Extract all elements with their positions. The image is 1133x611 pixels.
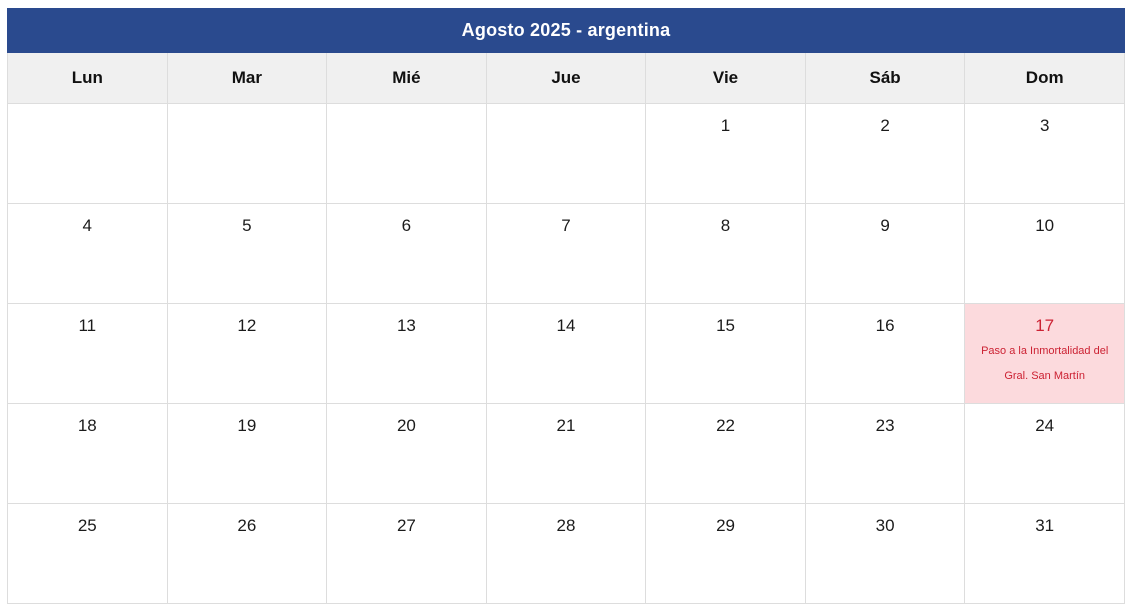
day-number: 6 (401, 215, 412, 235)
day-cell-31: 31 (964, 502, 1125, 604)
day-number: 7 (561, 215, 571, 235)
day-cell-4: 4 (7, 202, 168, 304)
day-number: 12 (237, 315, 257, 335)
calendar-grid: Lun Mar Mié Jue Vie Sáb Dom 1 2 3 (7, 53, 1125, 604)
day-number: 2 (880, 115, 890, 135)
day-number: 1 (720, 115, 731, 135)
day-cell-23: 23 (804, 402, 966, 504)
weekday-header-vie: Vie (645, 53, 806, 104)
day-number: 3 (1039, 115, 1050, 135)
day-cell-25: 25 (7, 502, 168, 604)
day-number: 29 (716, 515, 735, 535)
day-number: 24 (1035, 415, 1055, 435)
day-cell-8: 8 (645, 202, 806, 304)
day-cell-29: 29 (645, 502, 806, 604)
day-cell-26: 26 (166, 502, 328, 604)
day-number: 17 (1035, 315, 1055, 335)
day-cell-9: 9 (804, 202, 966, 304)
calendar: Agosto 2025 - argentina Lun Mar Mié Jue … (7, 8, 1125, 604)
day-cell-12: 12 (166, 302, 328, 404)
day-cell-16: 16 (804, 302, 966, 404)
day-number: 27 (396, 515, 416, 535)
day-number: 15 (716, 315, 735, 335)
day-number: 20 (396, 415, 416, 435)
week-row: 25 26 27 28 29 30 31 (7, 502, 1125, 604)
day-number: 8 (720, 215, 731, 235)
weekday-header-row: Lun Mar Mié Jue Vie Sáb Dom (7, 53, 1125, 104)
weekday-header-jue: Jue (485, 53, 647, 104)
weekday-header-dom: Dom (964, 53, 1125, 104)
day-cell-24: 24 (964, 402, 1125, 504)
day-number: 30 (875, 515, 895, 535)
day-number: 19 (237, 415, 257, 435)
day-number: 23 (875, 415, 895, 435)
day-cell-18: 18 (7, 402, 168, 504)
day-number: 31 (1035, 515, 1055, 535)
day-number: 16 (875, 315, 895, 335)
day-number: 14 (556, 315, 576, 335)
weekday-header-sab: Sáb (804, 53, 966, 104)
holiday-label: Paso a la Inmortalidad del Gral. San Mar… (981, 344, 1109, 382)
day-number: 13 (396, 315, 416, 335)
day-cell-14: 14 (485, 302, 647, 404)
weekday-header-mar: Mar (166, 53, 328, 104)
day-cell-17-holiday: 17 Paso a la Inmortalidad del Gral. San … (964, 302, 1125, 404)
day-cell-6: 6 (326, 202, 487, 304)
day-number: 9 (880, 215, 890, 235)
day-number: 4 (82, 215, 93, 235)
weekday-header-mie: Mié (326, 53, 487, 104)
week-row: 4 5 6 7 8 9 10 (7, 202, 1125, 304)
day-cell-28: 28 (485, 502, 647, 604)
weekday-header-lun: Lun (7, 53, 168, 104)
day-number: 22 (716, 415, 735, 435)
day-number: 10 (1035, 215, 1055, 235)
day-cell-15: 15 (645, 302, 806, 404)
day-cell-empty (7, 102, 168, 204)
day-cell-empty (166, 102, 328, 204)
day-cell-3: 3 (964, 102, 1125, 204)
week-row: 11 12 13 14 15 16 17 Paso a la Inmortali… (7, 302, 1125, 404)
calendar-title: Agosto 2025 - argentina (7, 8, 1125, 53)
day-cell-21: 21 (485, 402, 647, 504)
week-row: 1 2 3 (7, 102, 1125, 204)
day-cell-27: 27 (326, 502, 487, 604)
day-cell-19: 19 (166, 402, 328, 504)
day-number: 5 (242, 215, 252, 235)
day-cell-10: 10 (964, 202, 1125, 304)
day-cell-1: 1 (645, 102, 806, 204)
day-number: 28 (556, 515, 576, 535)
day-cell-empty (485, 102, 647, 204)
day-number: 26 (237, 515, 257, 535)
day-number: 21 (556, 415, 576, 435)
day-cell-20: 20 (326, 402, 487, 504)
day-cell-5: 5 (166, 202, 328, 304)
day-cell-empty (326, 102, 487, 204)
day-cell-11: 11 (7, 302, 168, 404)
day-number: 25 (77, 515, 97, 535)
day-number: 11 (78, 315, 97, 335)
day-cell-13: 13 (326, 302, 487, 404)
day-cell-2: 2 (804, 102, 966, 204)
day-cell-30: 30 (804, 502, 966, 604)
day-cell-22: 22 (645, 402, 806, 504)
day-cell-7: 7 (485, 202, 647, 304)
day-number: 18 (77, 415, 97, 435)
week-row: 18 19 20 21 22 23 24 (7, 402, 1125, 504)
